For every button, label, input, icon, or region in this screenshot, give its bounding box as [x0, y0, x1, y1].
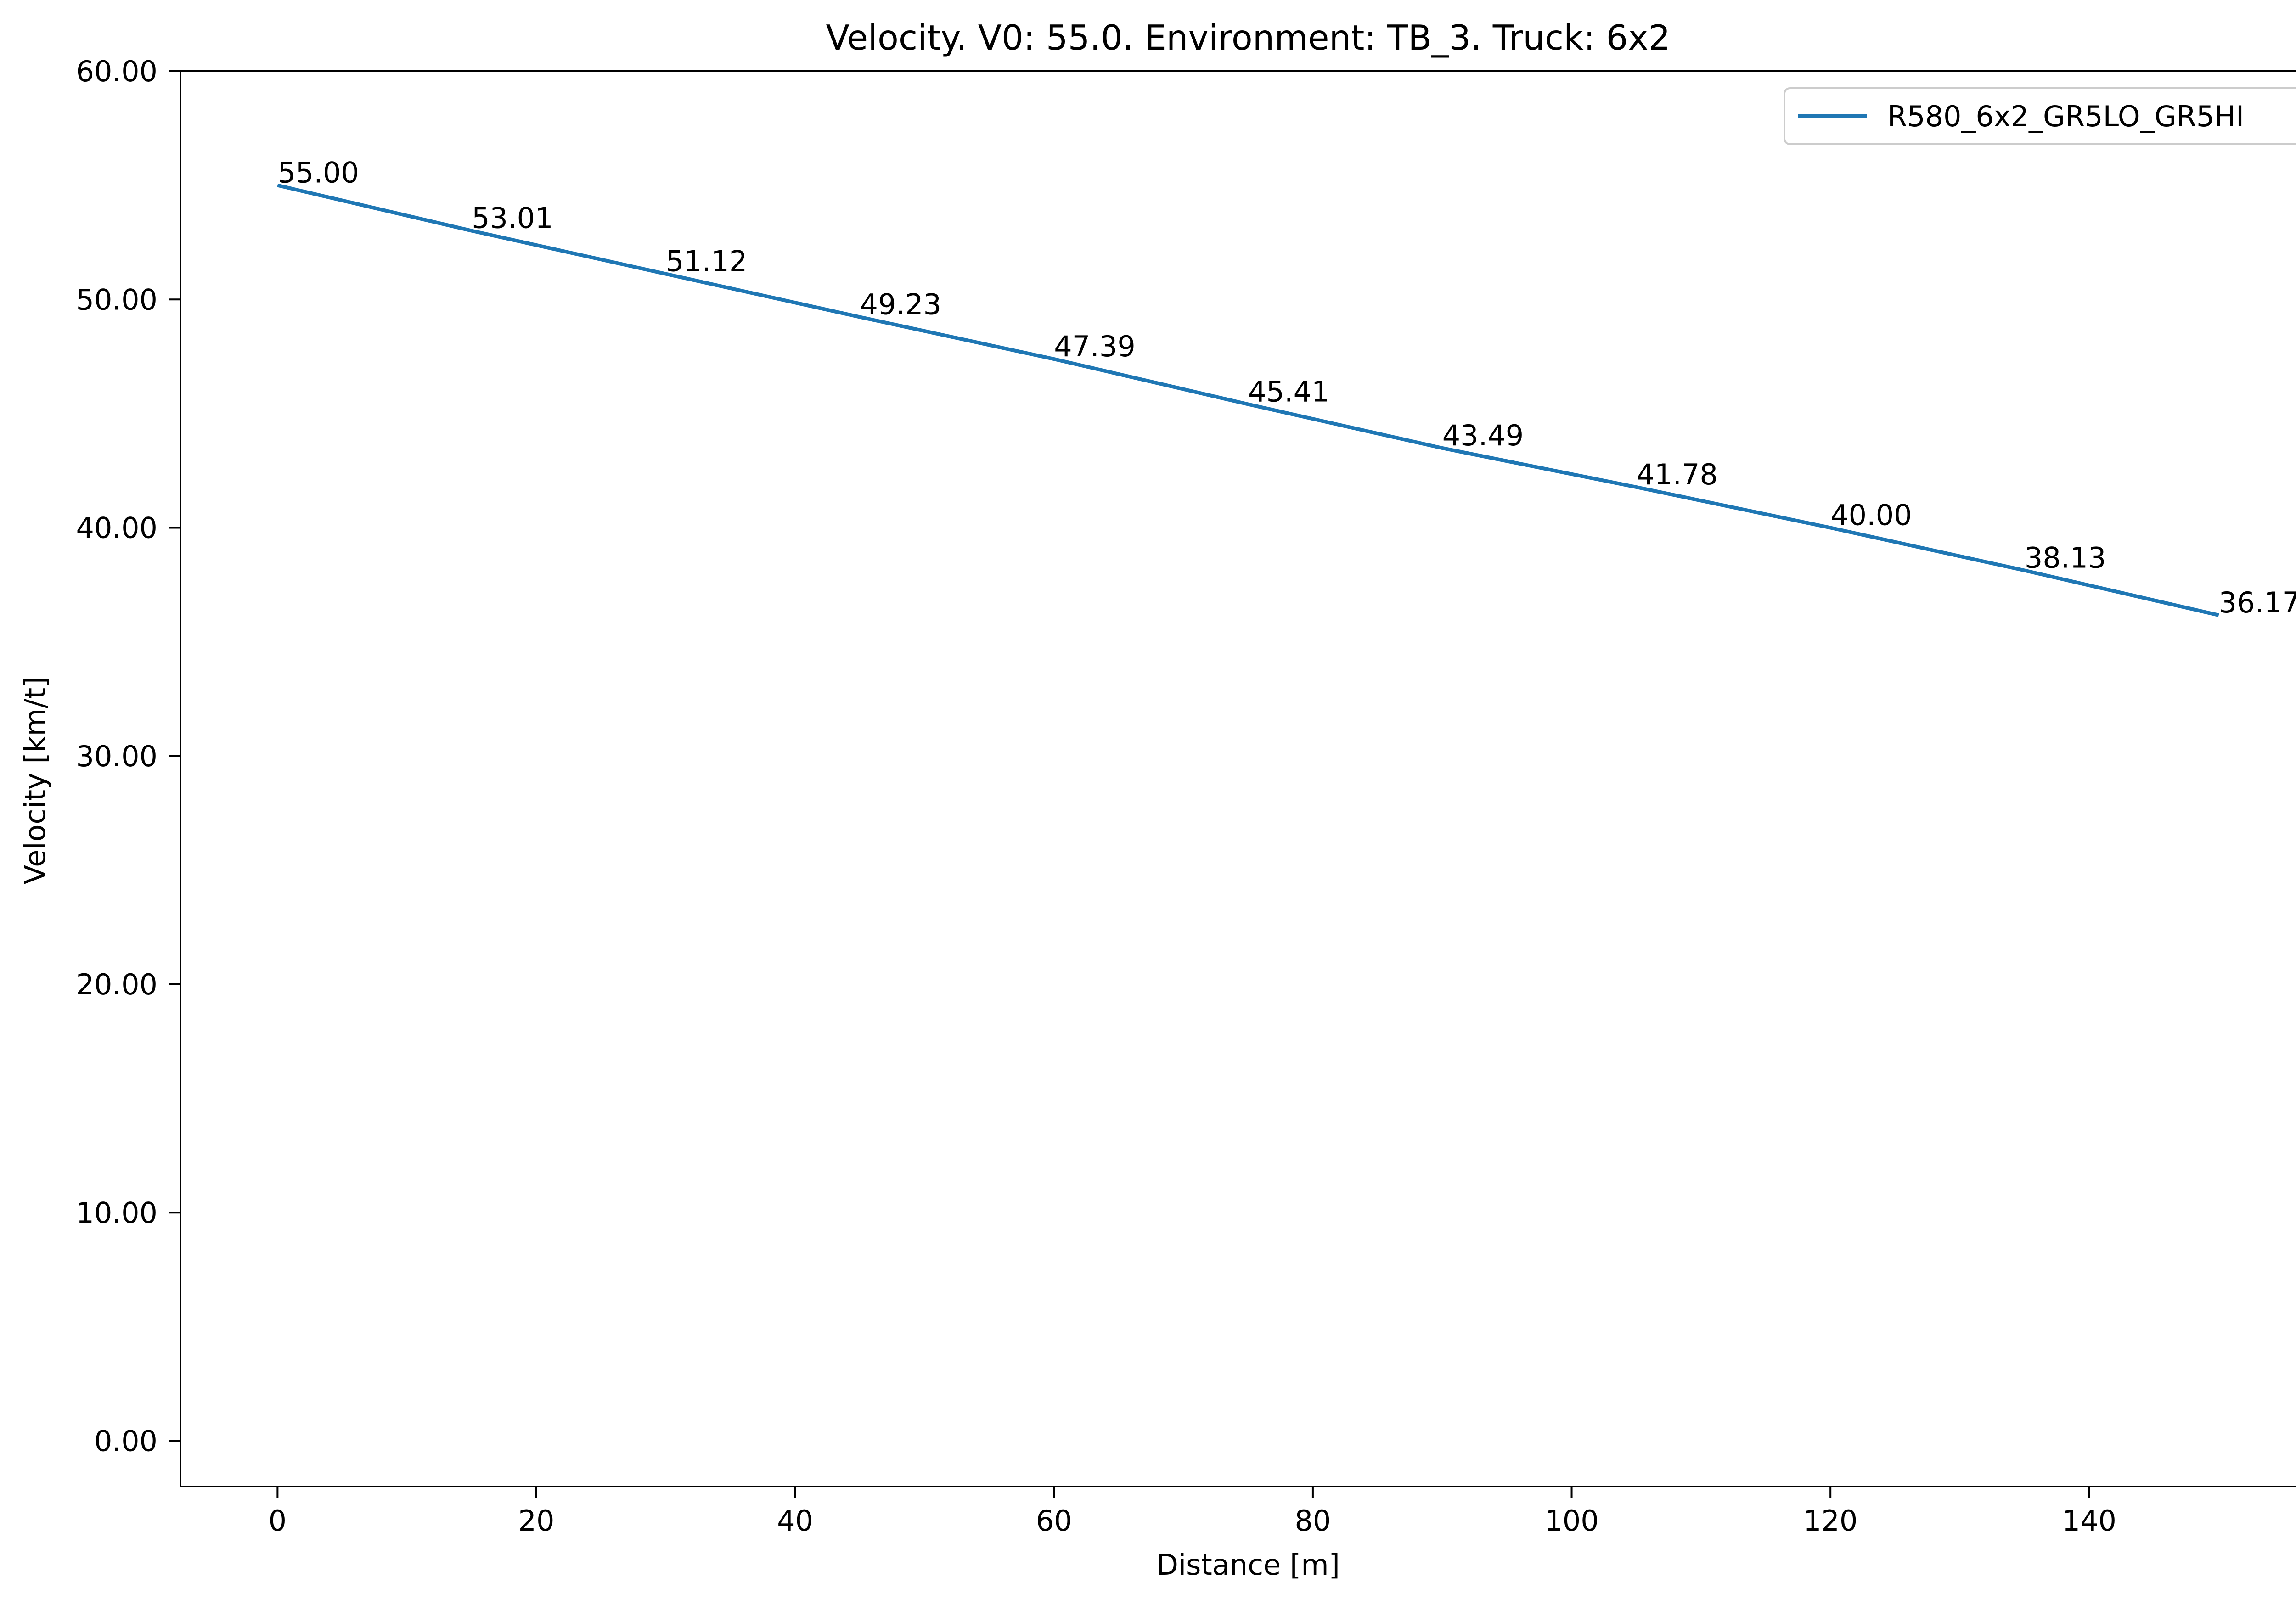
x-tick-label: 100 [1544, 1504, 1598, 1538]
x-tick-label: 140 [2062, 1504, 2116, 1538]
x-tick-label: 20 [518, 1504, 555, 1538]
data-label: 47.39 [1054, 330, 1136, 363]
y-tick-label: 0.00 [94, 1425, 158, 1458]
data-label: 38.13 [2025, 541, 2106, 575]
data-label: 41.78 [1636, 458, 1718, 491]
x-tick-label: 80 [1294, 1504, 1331, 1538]
data-labels: 55.00 53.01 51.12 49.23 47.39 45.41 43.49 41.78… [277, 156, 2296, 619]
data-label: 53.01 [472, 202, 553, 235]
plot-frame [180, 70, 2296, 1487]
y-tick-label: 10.00 [76, 1196, 158, 1229]
chart-title: Velocity. V0: 55.0. Environment: TB_3. T… [826, 17, 1671, 58]
x-tick-label: 0 [269, 1504, 287, 1538]
series-layer [277, 183, 2219, 617]
data-label: 49.23 [860, 288, 942, 321]
x-tick-label: 120 [1803, 1504, 1857, 1538]
legend-frame [1784, 87, 2296, 145]
data-label: 55.00 [277, 156, 359, 190]
y-tick-label: 30.00 [76, 740, 158, 773]
y-tick-label: 20.00 [76, 968, 158, 1001]
data-label: 36.17 [2219, 586, 2296, 619]
y-axis-ticks: 0.00 10.00 20.00 30.00 40.00 50.00 60.00 [76, 55, 180, 1458]
y-tick-label: 40.00 [76, 511, 158, 545]
data-label: 43.49 [1442, 419, 1524, 452]
legend-label: R580_6x2_GR5LO_GR5HI [1887, 100, 2244, 133]
x-tick-label: 40 [777, 1504, 813, 1538]
x-tick-label: 60 [1036, 1504, 1072, 1538]
y-tick-label: 50.00 [76, 283, 158, 316]
x-axis-label: Distance [m] [1156, 1548, 1340, 1582]
y-axis-label: Velocity [km/t] [18, 677, 52, 885]
y-tick-label: 60.00 [76, 55, 158, 88]
series-line [277, 183, 2219, 617]
data-label: 51.12 [666, 245, 748, 278]
x-axis-ticks: 0 20 40 60 80 100 120 140 [269, 1487, 2116, 1538]
legend: R580_6x2_GR5LO_GR5HI [1784, 87, 2296, 145]
data-label: 40.00 [1830, 499, 1912, 532]
data-label: 45.41 [1248, 375, 1330, 408]
